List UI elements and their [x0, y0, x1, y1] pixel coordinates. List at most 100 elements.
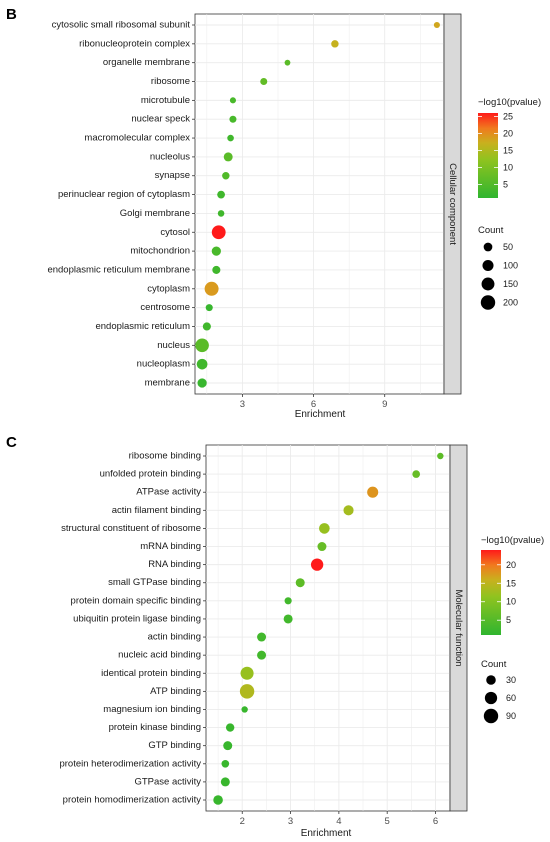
data-point: [211, 246, 221, 256]
category-label: ribosome binding: [129, 451, 201, 462]
category-label: endoplasmic reticulum membrane: [47, 264, 190, 275]
category-label: membrane: [145, 378, 190, 389]
data-point: [213, 795, 223, 805]
panel-b-grid: [195, 14, 444, 394]
x-tick-label: 6: [433, 816, 438, 827]
data-point: [220, 777, 230, 787]
x-tick-label: 9: [382, 399, 387, 410]
panel-b-color-bar: [478, 113, 498, 198]
data-point: [229, 115, 237, 123]
data-point: [223, 152, 233, 162]
size-legend-label: 50: [503, 242, 513, 252]
color-tick-label: 5: [506, 615, 511, 625]
size-legend-circle: [483, 708, 499, 724]
data-point: [412, 470, 421, 478]
data-point: [229, 97, 237, 104]
data-point: [319, 523, 330, 534]
x-tick-label: 3: [288, 816, 293, 827]
color-tick-label: 5: [503, 179, 508, 189]
category-label: identical protein binding: [101, 668, 201, 679]
data-point: [295, 578, 305, 588]
data-point: [225, 723, 235, 732]
data-point: [257, 650, 267, 660]
category-label: RNA binding: [148, 559, 201, 570]
x-tick-label: 2: [240, 816, 245, 827]
size-legend-label: 150: [503, 279, 518, 289]
panel-c-category-labels: ribosome binding unfolded protein binding…: [59, 451, 206, 806]
size-legend-circle: [480, 295, 496, 310]
category-label: endoplasmic reticulum: [95, 321, 190, 332]
panel-b-x-ticks: 3 6 9: [240, 394, 387, 410]
data-point: [195, 338, 209, 353]
panel-c-color-ticks: 5 10 15 20: [481, 560, 516, 625]
category-label: ribonucleoprotein complex: [79, 38, 190, 49]
data-point: [223, 741, 233, 751]
color-tick-label: 25: [503, 111, 513, 121]
color-tick-label: 20: [506, 560, 516, 570]
size-legend-label: 200: [503, 298, 518, 308]
color-tick-label: 10: [506, 597, 516, 607]
size-legend-circle: [482, 259, 494, 272]
category-label: cytosol: [160, 227, 190, 238]
x-tick-label: 4: [336, 816, 341, 827]
panel-c-x-ticks: 2 3 4 5 6: [240, 811, 438, 827]
panel-c-plot-area: [205, 444, 451, 812]
category-label: protein homodimerization activity: [63, 795, 202, 806]
panel-c-facet-label: Molecular function: [453, 589, 464, 666]
panel-c-x-axis-title: Enrichment: [301, 828, 352, 839]
category-label: cytosolic small ribosomal subunit: [52, 20, 191, 31]
panel-b-x-axis-title: Enrichment: [295, 409, 346, 420]
category-label: nuclear speck: [131, 114, 190, 125]
x-tick-label: 3: [240, 399, 245, 410]
panel-b-plot-area: [194, 13, 445, 395]
category-label: protein domain specific binding: [71, 595, 201, 606]
panel-b-facet-strip: [443, 13, 462, 395]
data-point: [211, 225, 226, 240]
data-point: [437, 452, 444, 460]
category-label: organelle membrane: [103, 57, 190, 68]
panel-b-points: [195, 21, 440, 388]
panel-b-letter: B: [6, 6, 17, 23]
data-point: [217, 210, 225, 217]
category-label: structural constituent of ribosome: [61, 523, 201, 534]
panel-c-color-bar: [481, 550, 501, 635]
data-point: [240, 666, 254, 680]
data-point: [343, 505, 354, 516]
data-point: [367, 486, 379, 498]
panel-b-size-legend: 50 100 150 200: [480, 242, 518, 310]
size-legend-circle: [484, 691, 498, 705]
data-point: [217, 190, 225, 199]
category-label: actin filament binding: [112, 505, 201, 516]
category-label: ubiquitin protein ligase binding: [73, 613, 201, 624]
size-legend-label: 100: [503, 261, 518, 271]
data-point: [331, 40, 339, 48]
panel-c-letter: C: [6, 434, 17, 451]
category-label: perinuclear region of cytoplasm: [58, 189, 190, 200]
category-label: small GTPase binding: [108, 577, 201, 588]
size-legend-label: 60: [506, 693, 516, 703]
panel-b-color-ticks: 5 10 15 20 25: [478, 111, 513, 189]
panel-b-cellular-component: B cytosolic small ribosomal subunit ribon…: [6, 6, 541, 420]
data-point: [202, 322, 211, 331]
data-point: [221, 759, 230, 768]
category-label: actin binding: [148, 632, 201, 643]
category-label: nucleic acid binding: [118, 650, 201, 661]
category-label: protein kinase binding: [109, 722, 201, 733]
category-label: nucleolus: [150, 151, 190, 162]
data-point: [257, 632, 267, 642]
panel-c-facet-strip: [449, 444, 468, 812]
category-label: centrosome: [140, 302, 190, 313]
panel-c-color-legend-title: −log10(pvalue): [481, 535, 544, 546]
panel-c-molecular-function: C ribosome binding unfolded protein bindi…: [6, 434, 544, 839]
category-label: mitochondrion: [130, 246, 190, 257]
color-tick-label: 10: [503, 162, 513, 172]
data-point: [239, 684, 255, 699]
category-label: nucleoplasm: [137, 359, 190, 370]
size-legend-label: 90: [506, 711, 516, 721]
category-label: protein heterodimerization activity: [59, 758, 201, 769]
category-label: synapse: [155, 170, 190, 181]
data-point: [241, 706, 248, 713]
category-label: microtubule: [141, 95, 190, 106]
category-label: nucleus: [157, 340, 190, 351]
panel-c-size-legend: 30 60 90: [483, 675, 516, 724]
